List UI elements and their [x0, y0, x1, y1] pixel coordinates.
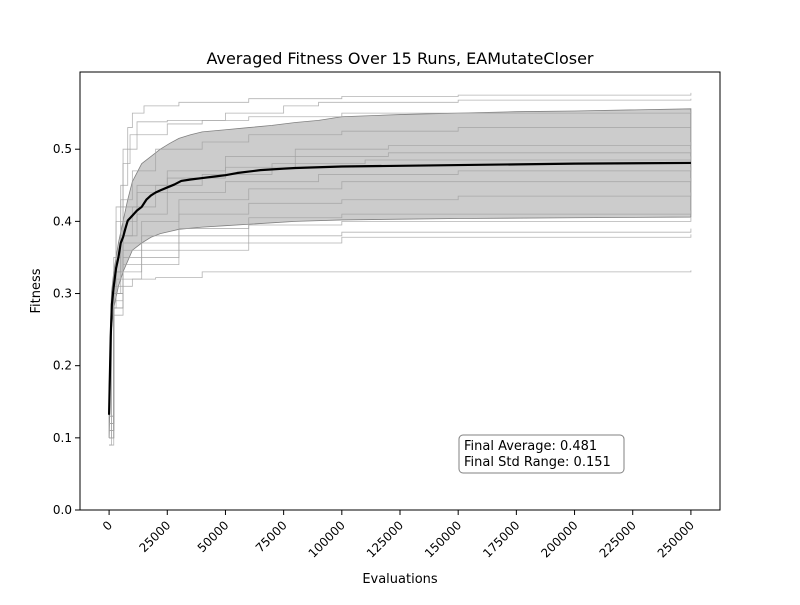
run-line-5 — [109, 141, 692, 417]
y-tick-label: 0.1 — [53, 431, 72, 445]
stats-annotation: Final Average: 0.481 Final Std Range: 0.… — [458, 434, 625, 474]
run-line-15 — [109, 270, 692, 446]
final-std-range-text: Final Std Range: 0.151 — [464, 455, 611, 470]
run-line-8 — [109, 167, 692, 432]
x-axis-label: Evaluations — [362, 572, 438, 587]
stats-annotation-box — [458, 434, 625, 474]
final-average-text: Final Average: 0.481 — [464, 439, 597, 454]
y-tick-label: 0.5 — [53, 142, 72, 156]
run-line-6 — [109, 149, 692, 424]
y-axis-label: Fitness — [29, 268, 44, 313]
plot-area — [107, 92, 692, 446]
chart-title: Averaged Fitness Over 15 Runs, EAMutateC… — [206, 49, 593, 68]
y-tick-label: 0.0 — [53, 503, 72, 517]
run-line-2 — [109, 98, 692, 439]
y-tick-label: 0.4 — [53, 214, 72, 228]
average-fitness-line — [107, 161, 691, 415]
y-axis: 0.0 0.1 0.2 0.3 0.4 0.5 — [53, 142, 80, 517]
y-tick-label: 0.3 — [53, 287, 72, 301]
y-tick-label: 0.2 — [53, 359, 72, 373]
run-line-14 — [109, 234, 692, 439]
